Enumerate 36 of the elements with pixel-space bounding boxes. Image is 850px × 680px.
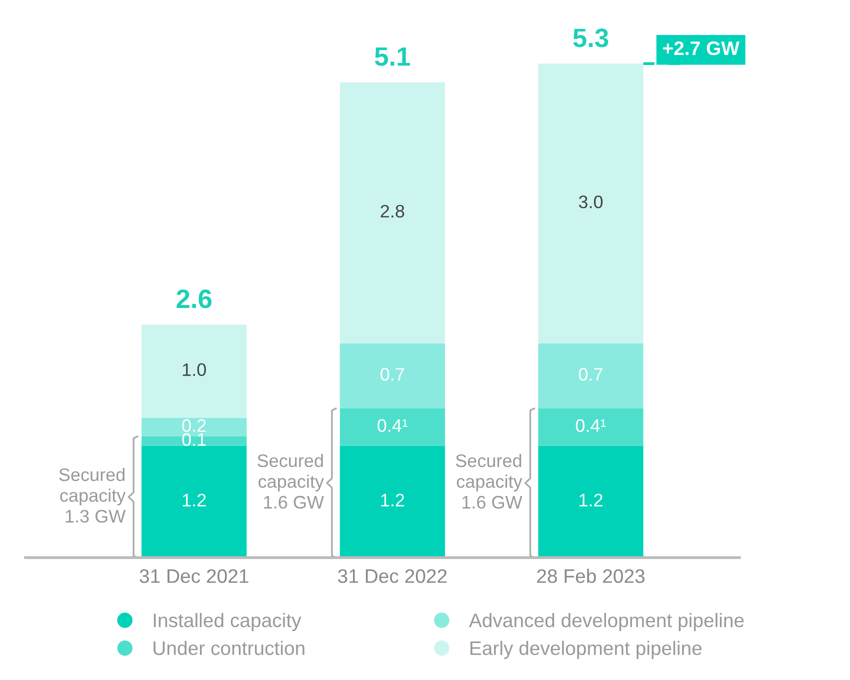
bar [340, 343, 445, 408]
annotation: Secured capacity 1.6 GW [258, 454, 324, 509]
bar [340, 408, 445, 446]
bar [340, 82, 445, 344]
bar [340, 446, 445, 558]
data-label: 1.2 [182, 494, 206, 506]
bar [538, 64, 644, 344]
data-label: 3.0 [578, 196, 603, 208]
data-label: 1.0 [182, 363, 206, 376]
x-tick-label: 31 Dec 2021 [140, 569, 248, 583]
data-label: 0.1 [182, 433, 206, 446]
total-label: 5.3 [573, 28, 608, 48]
legend-label: Installed capacity [154, 612, 302, 632]
legend-label: Early development pipeline [470, 640, 702, 659]
bar [538, 408, 644, 446]
bar [142, 324, 247, 418]
data-label: 1.2 [381, 494, 404, 506]
data-label: 1.2 [580, 494, 602, 506]
data-label: 0.2 [182, 419, 206, 432]
annotation: Secured capacity 1.3 GW [59, 468, 126, 523]
data-label: 0.7 [380, 368, 404, 381]
x-tick-label: 31 Dec 2022 [338, 569, 447, 583]
ref-line-label: +2.7 GW [663, 41, 740, 56]
x-tick-label: 28 Feb 2023 [537, 568, 644, 583]
bar [538, 343, 644, 408]
legend-label: Advanced development pipeline [468, 612, 744, 632]
data-label: 0.4¹ [576, 419, 606, 432]
legend-label: Under contruction [154, 640, 304, 656]
data-label: 0.7 [578, 368, 602, 381]
bar [538, 446, 644, 558]
bar [142, 446, 247, 558]
total-label: 5.1 [374, 47, 410, 66]
data-label: 0.4¹ [378, 419, 408, 432]
annotation: Secured capacity 1.6 GW [456, 454, 522, 509]
data-label: 2.8 [380, 204, 404, 218]
total-label: 2.6 [176, 290, 212, 308]
